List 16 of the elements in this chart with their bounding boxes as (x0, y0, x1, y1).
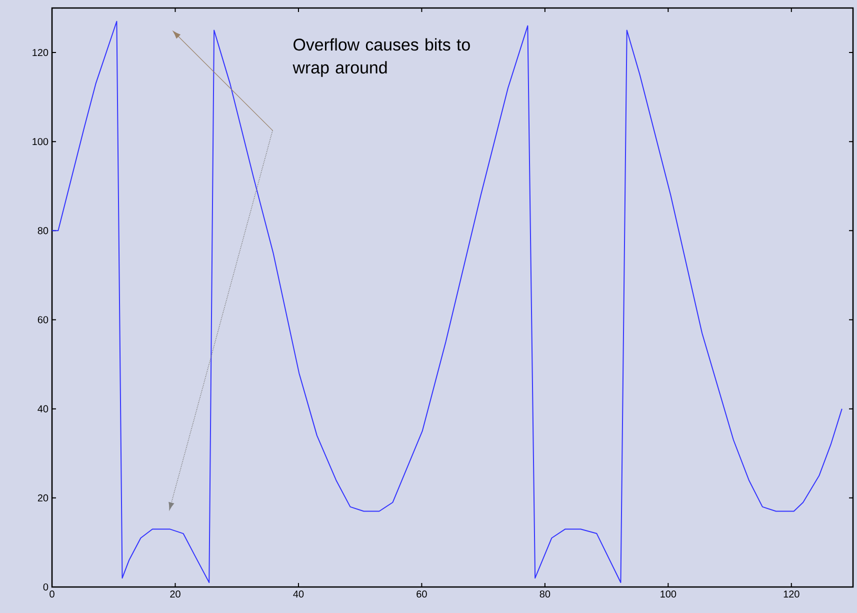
x-tick-label: 120 (784, 590, 800, 598)
x-tick-label: 80 (540, 590, 550, 598)
y-tick-label: 40 (38, 405, 48, 412)
annotation: Overflow causes bits to wrap around (292, 38, 470, 77)
y-tick-label: 80 (38, 227, 48, 234)
x-tick-label: 60 (416, 590, 427, 598)
y-tick-label: 120 (32, 49, 48, 56)
line-series (52, 20, 842, 584)
y-tick-label: 20 (38, 494, 48, 502)
y-tick-label: 100 (32, 138, 48, 146)
x-tick-label: 40 (293, 590, 304, 598)
y-tick-label: 0 (43, 583, 48, 591)
x-tick-label: 100 (660, 590, 676, 598)
x-tick-label: 0 (50, 590, 54, 598)
x-tick-label: 20 (170, 590, 180, 598)
y-tick-label: 60 (38, 316, 48, 324)
